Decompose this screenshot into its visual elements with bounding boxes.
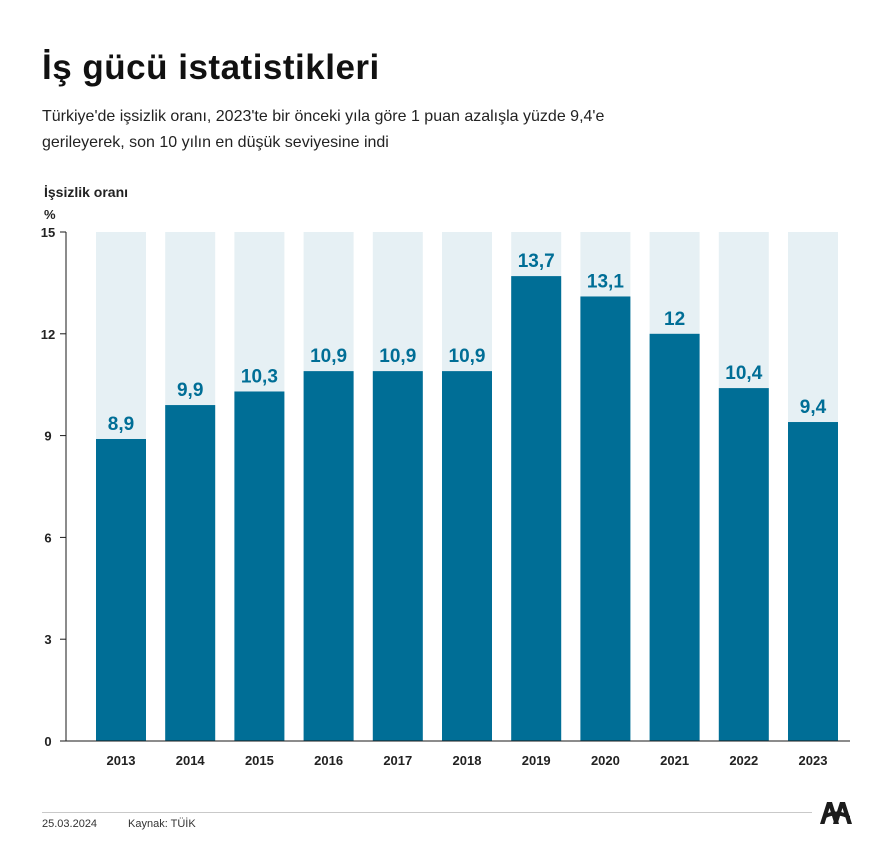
x-tick-label: 2019 <box>522 753 551 768</box>
x-tick-label: 2013 <box>107 753 136 768</box>
x-tick-label: 2014 <box>176 753 206 768</box>
footer-divider <box>42 812 812 813</box>
source-text: Kaynak: TÜİK <box>128 818 196 830</box>
y-tick-label: 12 <box>41 327 55 342</box>
bar <box>511 276 562 741</box>
y-tick-label: 9 <box>44 429 51 444</box>
bar <box>649 333 700 741</box>
x-tick-label: 2017 <box>383 753 412 768</box>
data-label: 13,7 <box>518 251 555 272</box>
page-title: İş gücü istatistikleri <box>42 48 380 87</box>
bar <box>442 371 492 741</box>
data-label: 10,9 <box>310 346 347 367</box>
y-tick-label: 3 <box>44 632 51 647</box>
x-tick-label: 2016 <box>314 753 343 768</box>
data-label: 10,9 <box>449 346 486 367</box>
x-tick-label: 2020 <box>591 753 620 768</box>
data-label: 9,9 <box>177 380 203 401</box>
data-label: 9,4 <box>800 397 827 418</box>
x-tick-label: 2021 <box>660 753 689 768</box>
x-tick-label: 2018 <box>453 753 482 768</box>
bar <box>303 371 354 741</box>
y-axis-unit: % <box>44 207 56 222</box>
bar <box>165 405 216 741</box>
y-tick-label: 6 <box>44 530 51 545</box>
bar <box>96 438 146 741</box>
bar <box>580 296 631 741</box>
bar-group <box>96 276 838 741</box>
data-label: 10,3 <box>241 366 278 387</box>
data-label: 13,1 <box>587 271 624 292</box>
page-subtitle: Türkiye'de işsizlik oranı, 2023'te bir ö… <box>42 108 605 151</box>
x-tick-label: 2015 <box>245 753 274 768</box>
axes-group: 2013 2014 2015 2016 2017 2018 2019 2020 2021 2022… <box>41 225 850 768</box>
data-label: 8,9 <box>108 414 134 435</box>
bar <box>718 388 769 741</box>
aa-logo-icon <box>820 802 852 824</box>
y-tick-label: 0 <box>44 734 51 749</box>
y-tick-label: 15 <box>41 225 55 240</box>
data-label: 10,9 <box>379 346 416 367</box>
bar <box>372 371 423 741</box>
value-label-group: 8,9 9,9 10,3 10,9 10,9 10,9 13,7 13,1 12 10,4 9,4 <box>108 251 827 435</box>
data-label: 12 <box>664 309 685 330</box>
x-tick-label: 2022 <box>729 753 758 768</box>
publish-date: 25.03.2024 <box>42 818 98 830</box>
x-tick-label: 2023 <box>799 753 828 768</box>
bar <box>234 391 285 741</box>
bar <box>788 422 838 741</box>
data-label: 10,4 <box>725 363 762 384</box>
y-axis-label: İşsizlik oranı <box>44 184 129 200</box>
